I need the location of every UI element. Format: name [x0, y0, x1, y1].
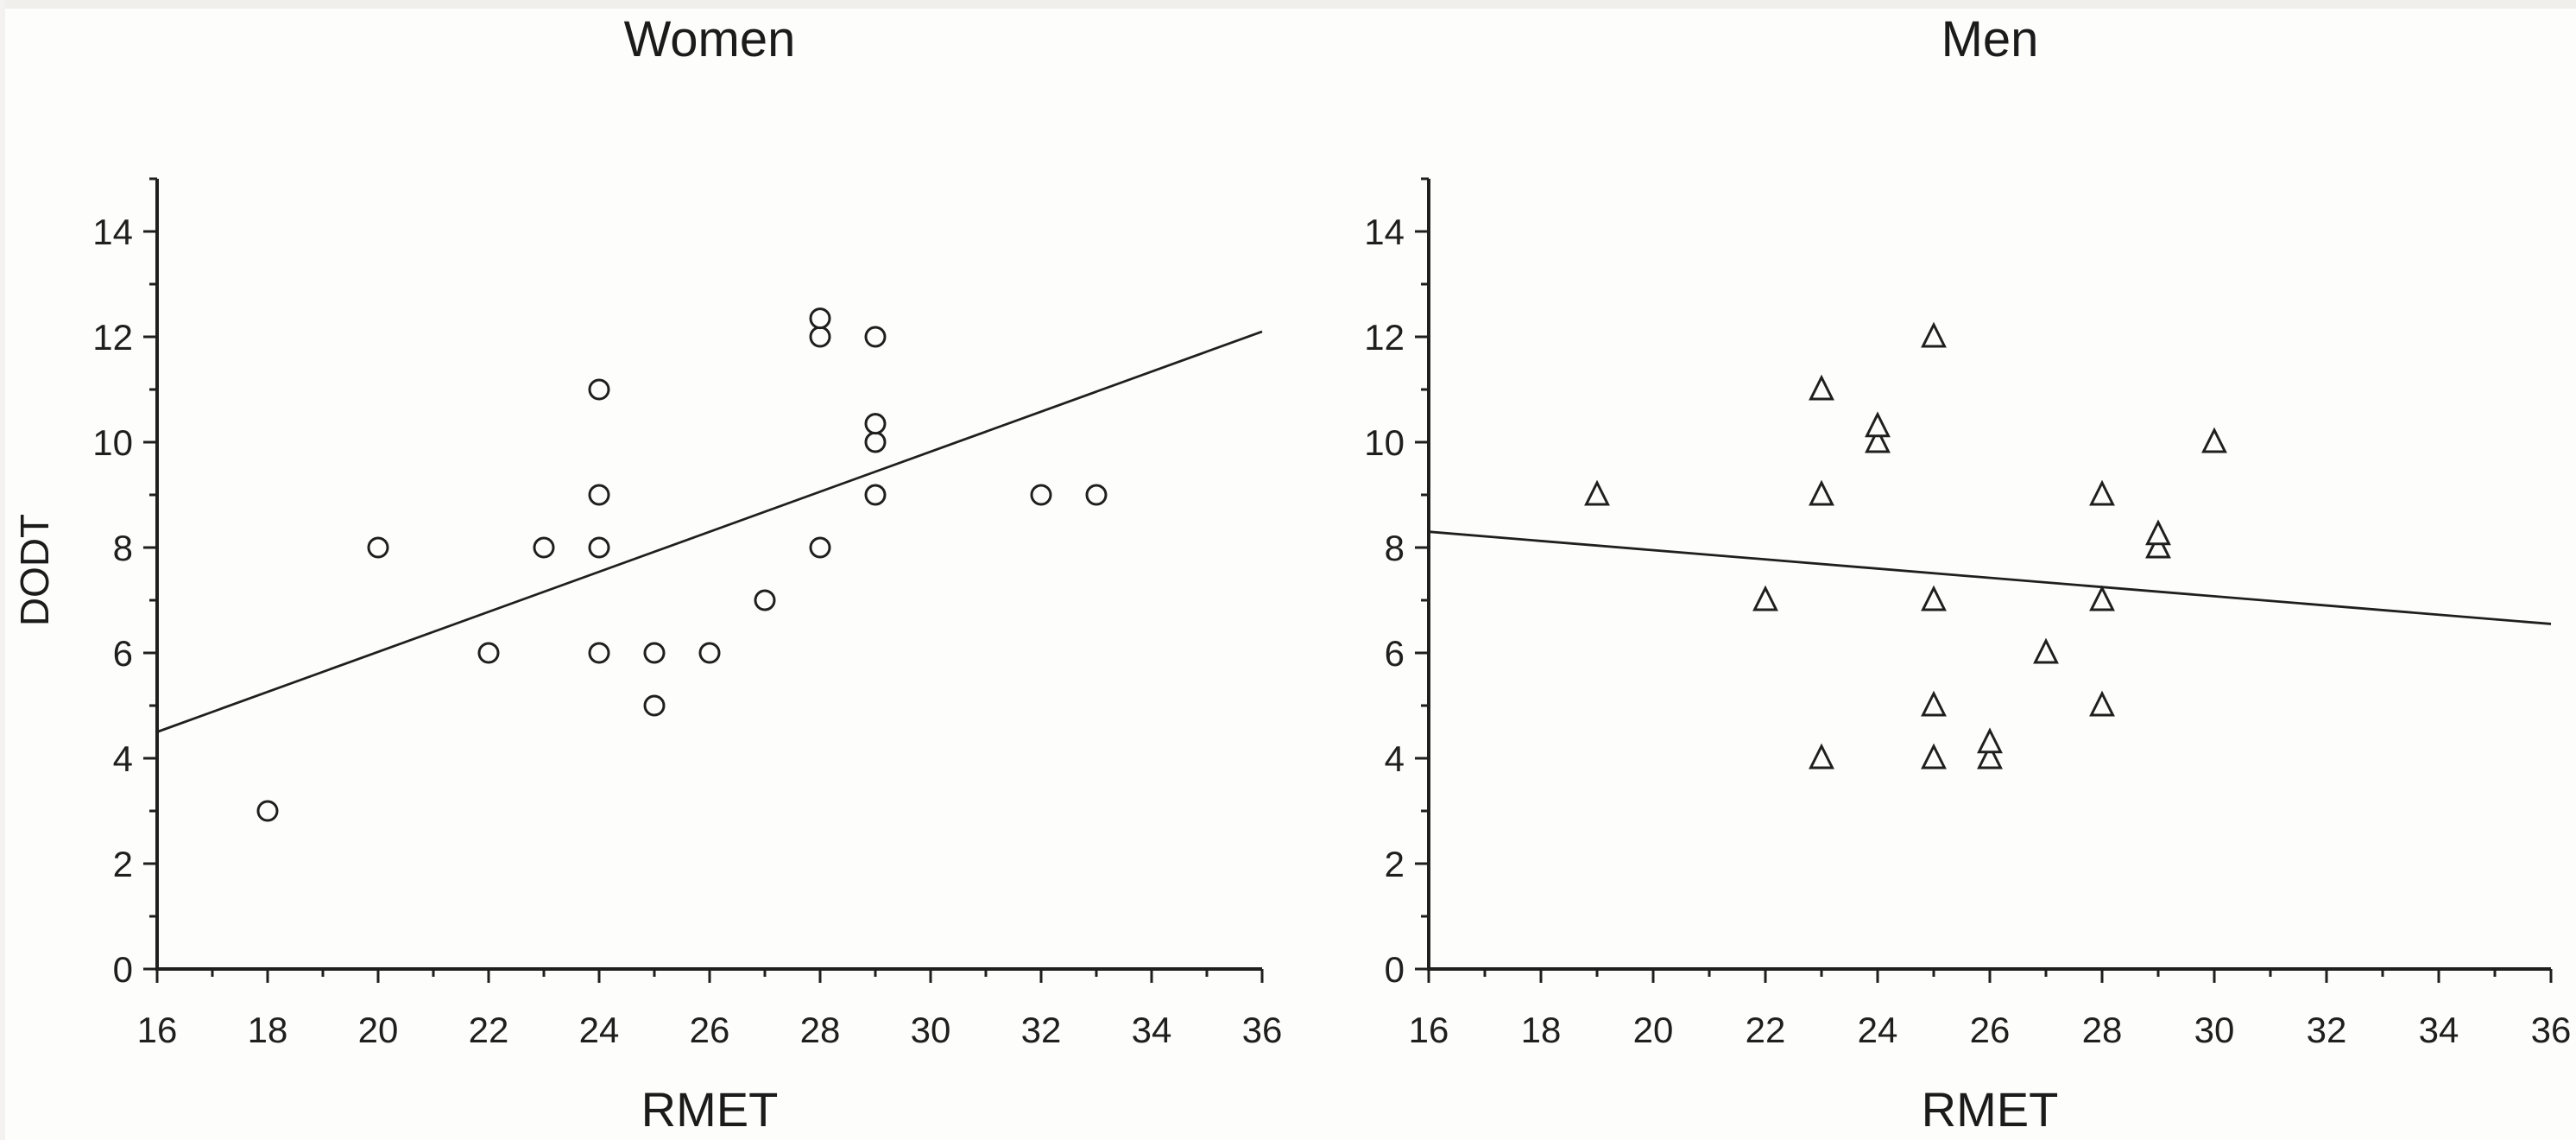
x-tick-label: 20: [358, 1010, 399, 1050]
x-tick-label: 30: [911, 1010, 951, 1050]
data-point-triangle: [1584, 479, 1610, 506]
data-point-triangle: [2145, 519, 2171, 546]
x-tick-label: 18: [1521, 1010, 1562, 1050]
y-tick-label: 4: [1385, 738, 1405, 779]
data-point-triangle: [2201, 427, 2227, 453]
x-tick-label: 36: [2531, 1010, 2572, 1050]
trend-line: [156, 330, 1263, 733]
data-point-circle: [588, 484, 610, 506]
x-tick-label: 22: [1746, 1010, 1786, 1050]
data-point-circle: [588, 536, 610, 559]
data-point-triangle: [1921, 585, 1947, 611]
y-tick-label: 2: [1385, 844, 1405, 884]
data-point-triangle: [1921, 690, 1947, 717]
data-point-circle: [1030, 484, 1052, 506]
y-tick-label: 12: [92, 317, 133, 358]
data-point-triangle: [1752, 585, 1778, 611]
data-point-triangle: [2089, 690, 2115, 717]
y-tick-label: 6: [113, 633, 133, 674]
data-point-circle: [698, 642, 721, 664]
x-tick-label: 30: [2194, 1010, 2235, 1050]
x-tick-label: 26: [690, 1010, 730, 1050]
y-tick-label: 4: [113, 738, 133, 779]
data-point-circle: [643, 694, 666, 717]
x-tick-label: 36: [1242, 1010, 1283, 1050]
x-tick-label: 24: [1858, 1010, 1898, 1050]
y-tick-label: 10: [1364, 422, 1405, 463]
x-tick-label: 18: [248, 1010, 288, 1050]
data-point-circle: [809, 307, 831, 330]
y-tick-label: 12: [1364, 317, 1405, 358]
data-point-circle: [809, 326, 831, 348]
data-point-circle: [864, 326, 887, 348]
y-tick-label: 6: [1385, 633, 1405, 674]
women-x-axis-label-rmet: RMET: [641, 1082, 779, 1137]
top-edge-tint: [0, 0, 2576, 9]
data-point-circle: [864, 413, 887, 435]
data-point-circle: [367, 536, 389, 559]
data-point-circle: [809, 536, 831, 559]
data-point-triangle: [1865, 427, 1891, 453]
trend-line: [1428, 530, 2552, 625]
y-tick-label: 0: [1385, 949, 1405, 990]
x-tick-label: 28: [2082, 1010, 2123, 1050]
x-tick-label: 32: [1021, 1010, 1062, 1050]
data-point-triangle: [1809, 479, 1834, 506]
men-chart-title: Men: [1941, 11, 2039, 67]
y-tick-label: 8: [1385, 528, 1405, 568]
data-point-triangle: [1921, 743, 1947, 770]
y-tick-label: 8: [113, 528, 133, 568]
y-tick-label: 14: [1364, 212, 1405, 252]
data-point-triangle: [2145, 532, 2171, 559]
x-tick-label: 24: [579, 1010, 620, 1050]
data-point-triangle: [1977, 743, 2003, 770]
data-point-circle: [256, 800, 279, 822]
data-point-triangle: [1921, 321, 1947, 348]
data-point-triangle: [1865, 411, 1891, 438]
data-point-circle: [643, 642, 666, 664]
y-tick-label: 2: [113, 844, 133, 884]
data-point-circle: [864, 484, 887, 506]
data-point-triangle: [2089, 585, 2115, 611]
y-tick-label: 10: [92, 422, 133, 463]
data-point-circle: [588, 642, 610, 664]
x-tick-label: 22: [469, 1010, 509, 1050]
data-point-triangle: [1809, 743, 1834, 770]
data-point-triangle: [1977, 727, 2003, 754]
x-tick-label: 32: [2307, 1010, 2347, 1050]
data-point-triangle: [2033, 637, 2059, 664]
y-axis-label-dodt: DODT: [12, 513, 57, 627]
x-tick-label: 34: [1132, 1010, 1172, 1050]
data-point-circle: [477, 642, 500, 664]
x-tick-label: 16: [137, 1010, 178, 1050]
left-edge-tint: [0, 0, 5, 1140]
y-tick-label: 14: [92, 212, 133, 252]
x-tick-label: 20: [1633, 1010, 1674, 1050]
x-tick-label: 28: [800, 1010, 841, 1050]
data-point-circle: [588, 378, 610, 401]
x-tick-label: 34: [2419, 1010, 2459, 1050]
x-tick-label: 16: [1409, 1010, 1449, 1050]
data-point-circle: [754, 589, 776, 611]
data-point-circle: [864, 431, 887, 453]
women-chart-title: Women: [623, 11, 796, 67]
men-x-axis-label-rmet: RMET: [1921, 1082, 2059, 1137]
y-tick-label: 0: [113, 949, 133, 990]
x-tick-label: 26: [1970, 1010, 2011, 1050]
data-point-circle: [1085, 484, 1108, 506]
data-point-circle: [533, 536, 555, 559]
data-point-triangle: [1809, 374, 1834, 401]
data-point-triangle: [2089, 479, 2115, 506]
